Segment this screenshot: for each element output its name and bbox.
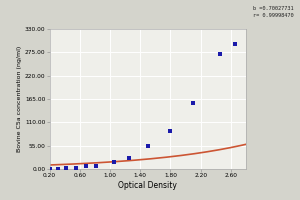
Point (64, 167, 68, 170)
Point (94, 164, 99, 167)
X-axis label: Optical Density: Optical Density (118, 181, 177, 190)
Point (232, 42, 237, 45)
Point (83, 165, 88, 168)
Point (74, 166, 78, 169)
Text: b =0.70027731
r= 0.99998470: b =0.70027731 r= 0.99998470 (254, 6, 294, 18)
Y-axis label: Bovine C5a concentration (ng/ml): Bovine C5a concentration (ng/ml) (17, 46, 22, 152)
Point (47, 167, 52, 171)
Point (127, 156, 131, 159)
Point (111, 161, 116, 164)
Point (217, 53, 222, 56)
Point (56, 167, 60, 170)
Point (168, 129, 173, 132)
Point (191, 102, 196, 105)
Point (146, 144, 150, 147)
